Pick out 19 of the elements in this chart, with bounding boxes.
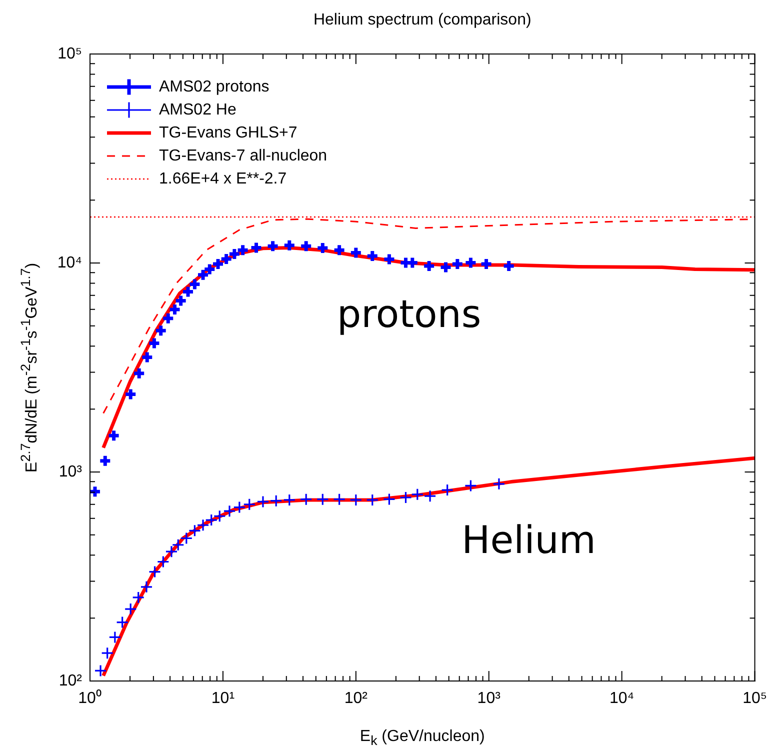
x-tick-label: 10⁰	[78, 689, 102, 708]
chart-title: Helium spectrum (comparison)	[313, 11, 532, 28]
x-tick-label: 10²	[344, 690, 368, 708]
y-tick-label: 10⁴	[57, 254, 82, 272]
legend-label: AMS02 protons	[159, 78, 270, 96]
legend-label: 1.66E+4 x E**-2.7	[159, 170, 287, 188]
annotation: Helium	[462, 518, 596, 562]
x-axis-title: E$_{k}$ (GeV/nucleon)	[360, 728, 485, 748]
x-tick-label: 10³	[477, 690, 502, 708]
y-tick-label: 10²	[58, 672, 83, 690]
x-tick-label: 10¹	[211, 690, 235, 708]
y-tick-label: 10⁵	[58, 45, 82, 62]
y-tick-label: 10³	[58, 463, 83, 480]
legend-label: AMS02 He	[159, 101, 236, 118]
legend-label: TG-Evans-7 all-nucleon	[159, 147, 328, 164]
annotation: protons	[336, 292, 482, 336]
x-tick-label: 10⁴	[609, 690, 634, 708]
legend-label: TG-Evans GHLS+7	[159, 124, 298, 142]
x-tick-label: 10⁵	[742, 690, 768, 708]
